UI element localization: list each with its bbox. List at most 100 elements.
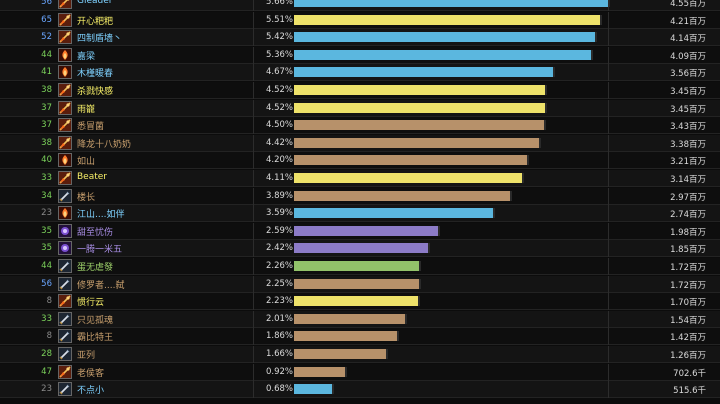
column-divider: [253, 363, 254, 381]
damage-percent: 1.86%: [266, 331, 294, 342]
meter-row[interactable]: 37 悉冒菌 4.50% 3.43百万: [0, 117, 720, 135]
column-divider: [253, 29, 254, 47]
damage-bar: [294, 120, 544, 131]
meter-row[interactable]: 44 嘉梁 5.36% 4.09百万: [0, 46, 720, 64]
damage-bar: [294, 349, 386, 359]
player-level: 44: [41, 261, 52, 271]
damage-bar: [294, 313, 405, 324]
meter-row[interactable]: 34 楼长 3.89% 2.97百万: [0, 187, 720, 205]
meter-row[interactable]: 38 降龙十八奶奶 4.42% 3.38百万: [0, 134, 720, 152]
damage-amount: 1.72百万: [670, 263, 706, 273]
damage-percent: 5.36%: [266, 49, 294, 60]
column-divider: [253, 240, 254, 258]
meter-row[interactable]: 47 老侯客 0.92% 702.6千: [0, 363, 720, 381]
column-divider: [253, 134, 254, 152]
column-divider: [253, 99, 254, 117]
damage-amount: 1.54百万: [670, 315, 706, 326]
damage-percent: 4.52%: [266, 102, 294, 113]
damage-bar-cap: [591, 49, 593, 60]
damage-percent: 0.68%: [266, 384, 294, 395]
damage-bar-cap: [419, 278, 421, 289]
damage-bar: [294, 190, 510, 201]
meter-row[interactable]: 28 亚列 1.66% 1.26百万: [0, 346, 720, 363]
fire-blast-icon: [58, 47, 72, 62]
column-divider: [608, 328, 609, 346]
player-level: 34: [41, 190, 52, 201]
damage-bar-cap: [419, 261, 421, 271]
meter-row[interactable]: 35 甜至忧伤 2.59% 1.98百万: [0, 222, 720, 240]
meter-row[interactable]: 8 惯行云 2.23% 1.70百万: [0, 293, 720, 311]
meter-row[interactable]: 37 雨巃 4.52% 3.45百万: [0, 99, 720, 117]
column-divider: [253, 205, 254, 223]
damage-percent: 5.42%: [266, 32, 294, 43]
meter-row[interactable]: 23 不点小 0.68% 515.6千: [0, 381, 720, 399]
damage-bar: [294, 32, 595, 43]
damage-bar: [294, 67, 553, 78]
damage-amount: 4.55百万: [670, 0, 706, 9]
damage-percent: 2.01%: [266, 313, 294, 324]
damage-bar-cap: [493, 208, 495, 219]
meter-row[interactable]: 44 蛋无虐發 2.26% 1.72百万: [0, 258, 720, 275]
column-divider: [253, 346, 254, 363]
meter-row[interactable]: 40 如山 4.20% 3.21百万: [0, 152, 720, 170]
player-name: 江山....如伴: [77, 210, 125, 221]
meter-row[interactable]: 56 Gleader 5.66% 4.55百万: [0, 0, 720, 11]
player-name: 木槿暖春: [77, 69, 114, 80]
meter-row[interactable]: 23 江山....如伴 3.59% 2.74百万: [0, 205, 720, 223]
fire-blast-icon: [58, 65, 72, 80]
damage-percent: 0.92%: [266, 366, 294, 377]
meter-row[interactable]: 33 只见孤魂 2.01% 1.54百万: [0, 310, 720, 328]
player-level: 28: [41, 349, 52, 359]
damage-bar-cap: [545, 85, 547, 95]
column-divider: [253, 187, 254, 205]
player-name: 霸比特王: [77, 333, 114, 344]
damage-amount: 3.21百万: [670, 157, 706, 168]
arrow-flame-icon: [58, 364, 72, 379]
damage-bar-cap: [418, 296, 420, 307]
meter-row[interactable]: 38 杀戮快感 4.52% 3.45百万: [0, 82, 720, 99]
damage-bar-cap: [345, 366, 347, 377]
damage-amount: 1.98百万: [670, 227, 706, 238]
player-name: 甜至忧伤: [77, 227, 114, 238]
player-name: 开心粑粑: [77, 16, 114, 27]
sword-icon: [58, 347, 72, 361]
column-divider: [253, 11, 254, 29]
player-name: 降龙十八奶奶: [77, 139, 132, 150]
damage-bar-cap: [510, 190, 512, 201]
player-name: 杀戮快感: [77, 87, 114, 97]
damage-bar: [294, 173, 522, 183]
player-name: 一腾一米五: [77, 245, 123, 256]
damage-amount: 1.70百万: [670, 298, 706, 309]
column-divider: [253, 328, 254, 346]
damage-percent: 2.59%: [266, 225, 294, 236]
meter-row[interactable]: 8 霸比特王 1.86% 1.42百万: [0, 328, 720, 346]
damage-percent: 4.67%: [266, 67, 294, 78]
player-level: 56: [41, 0, 52, 7]
damage-percent: 3.89%: [266, 190, 294, 201]
damage-percent: 4.20%: [266, 155, 294, 166]
damage-bar: [294, 366, 345, 377]
damage-percent: 2.23%: [266, 296, 294, 307]
meter-row[interactable]: 56 修罗者....弑 2.25% 1.72百万: [0, 275, 720, 293]
damage-percent: 5.51%: [266, 14, 294, 25]
damage-percent: 3.59%: [266, 208, 294, 219]
meter-row[interactable]: 41 木槿暖春 4.67% 3.56百万: [0, 64, 720, 82]
meter-row[interactable]: 33 Beater 4.11% 3.14百万: [0, 170, 720, 187]
column-divider: [608, 64, 609, 82]
player-level: 35: [41, 243, 52, 254]
player-name: 楼长: [77, 192, 96, 203]
column-divider: [253, 275, 254, 293]
meter-row[interactable]: 52 四制盾墙丶 5.42% 4.14百万: [0, 29, 720, 47]
meter-row[interactable]: 35 一腾一米五 2.42% 1.85百万: [0, 240, 720, 258]
column-divider: [253, 117, 254, 135]
damage-amount: 3.45百万: [670, 104, 706, 115]
sword-icon: [58, 188, 72, 203]
damage-amount: 702.6千: [673, 368, 706, 379]
player-name: Gleader: [77, 0, 113, 6]
column-divider: [253, 293, 254, 311]
damage-bar: [294, 14, 600, 25]
player-level: 38: [41, 85, 52, 95]
player-name: Beater: [77, 172, 107, 182]
meter-row[interactable]: 65 开心粑粑 5.51% 4.21百万: [0, 11, 720, 29]
damage-percent: 1.66%: [266, 349, 294, 359]
